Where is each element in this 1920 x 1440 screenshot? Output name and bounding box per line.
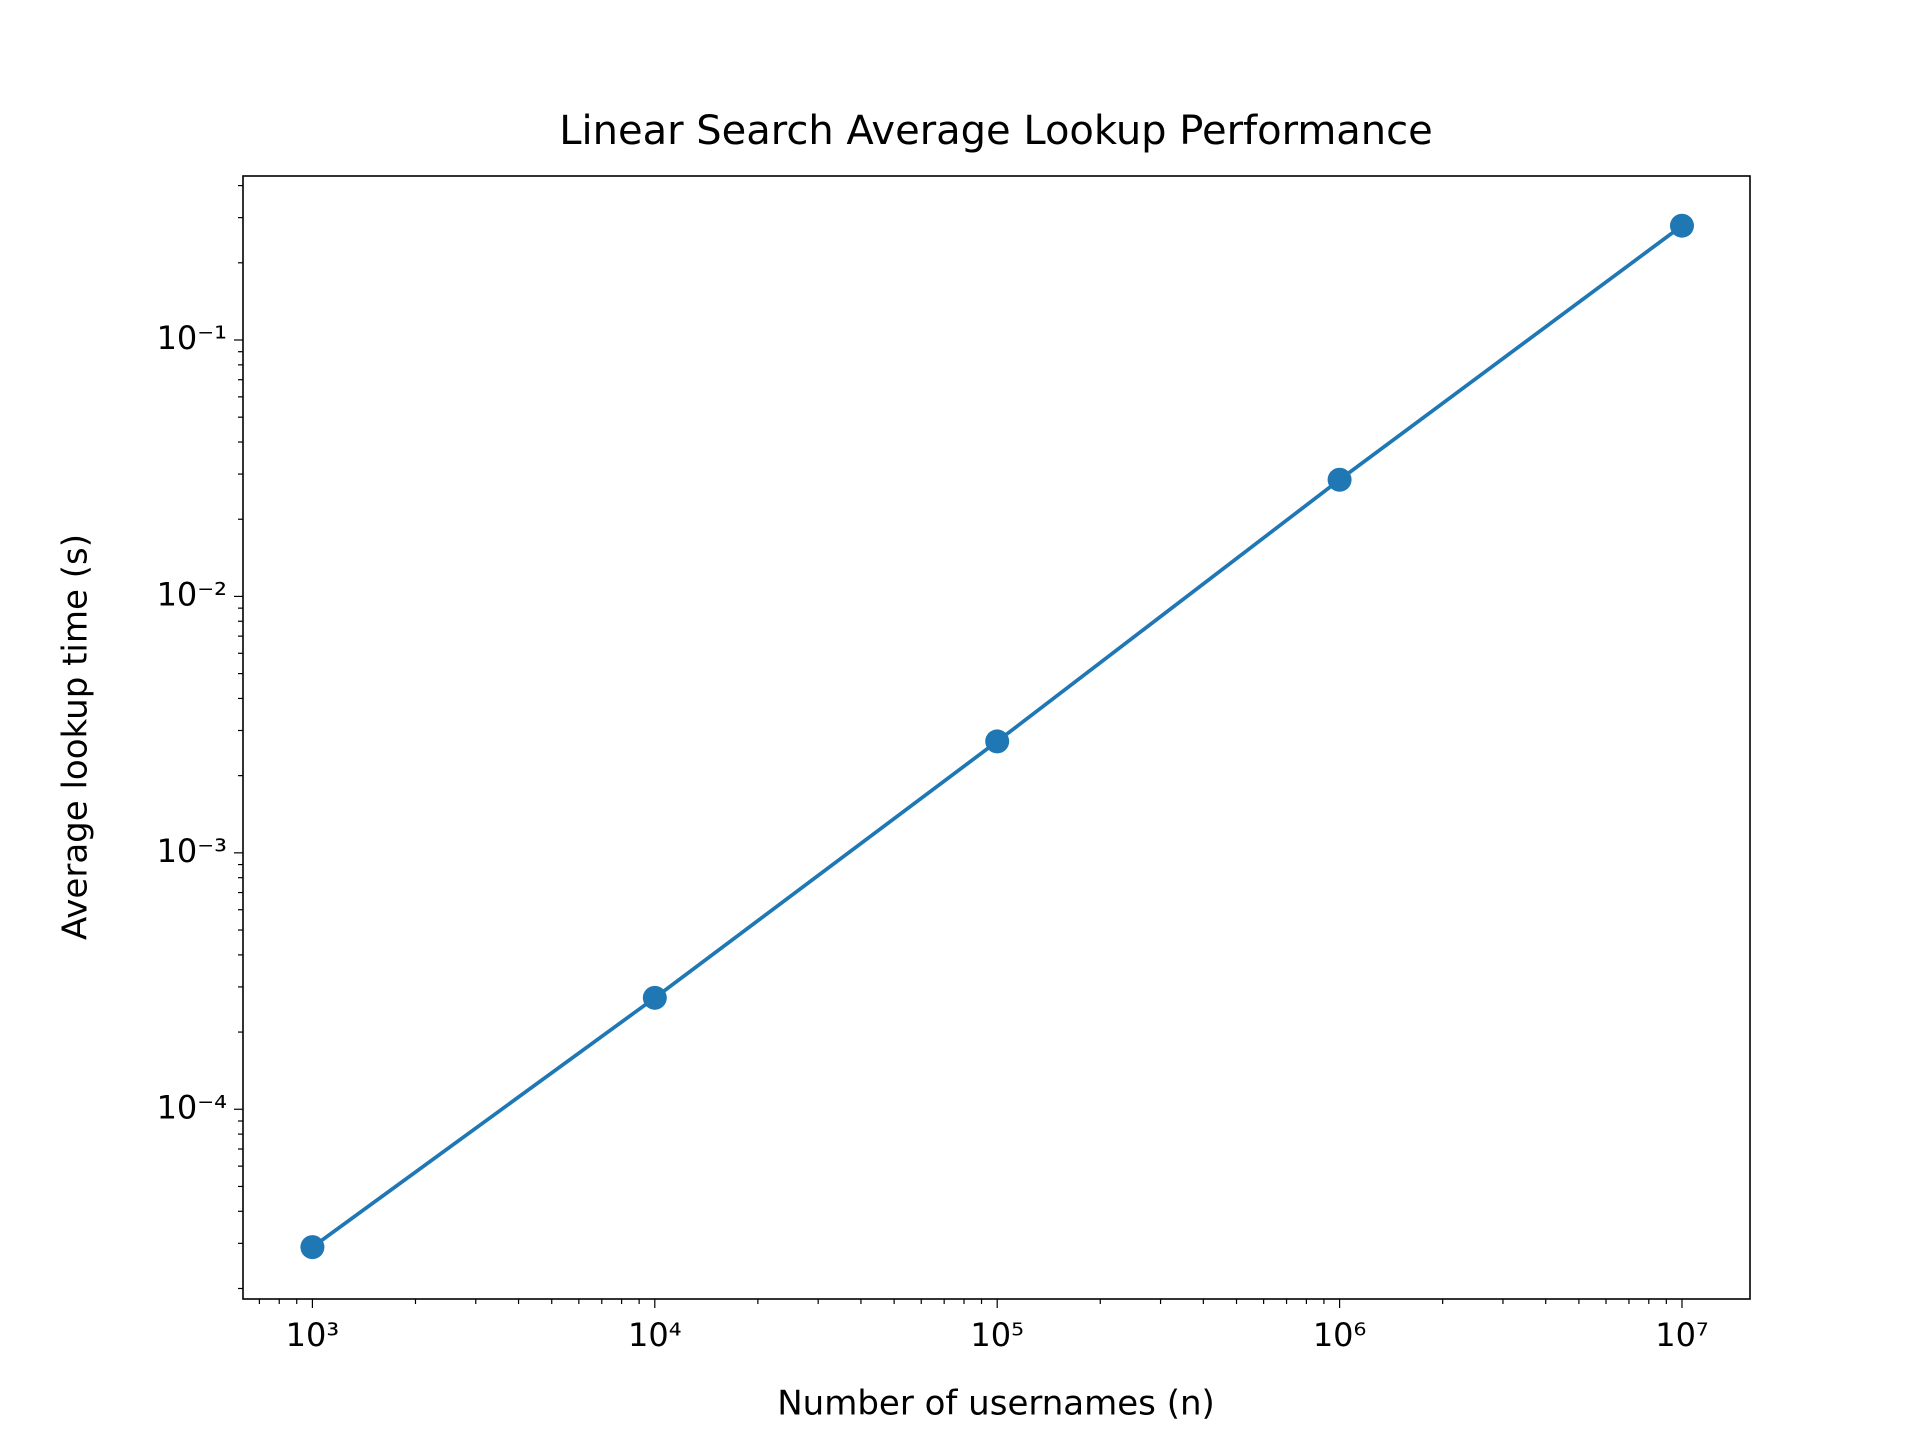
axes-frame	[242, 175, 1751, 1300]
data-point	[1327, 467, 1352, 492]
x-tick-label: 10⁴	[628, 1316, 682, 1354]
y-axis-label: Average lookup time (s)	[56, 534, 96, 940]
data-point	[642, 985, 667, 1010]
y-tick-label: 10⁻⁴	[157, 1088, 227, 1126]
y-tick-label: 10⁻¹	[157, 319, 227, 357]
chart-title: Linear Search Average Lookup Performance	[559, 108, 1433, 154]
y-tick-label: 10⁻³	[157, 832, 227, 870]
data-point	[1669, 213, 1694, 238]
x-tick-label: 10⁷	[1655, 1316, 1709, 1354]
x-tick-label: 10⁵	[970, 1316, 1024, 1354]
data-point	[300, 1235, 325, 1260]
x-tick-label: 10⁶	[1313, 1316, 1367, 1354]
x-tick-label: 10³	[286, 1316, 340, 1354]
y-tick-label: 10⁻²	[157, 575, 227, 613]
x-axis-label: Number of usernames (n)	[777, 1384, 1215, 1424]
data-point	[985, 729, 1010, 754]
